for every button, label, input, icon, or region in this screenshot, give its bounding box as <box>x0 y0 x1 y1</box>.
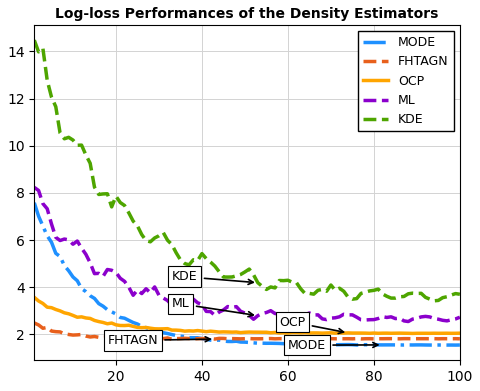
KDE <box>285 278 291 283</box>
OCP <box>251 330 256 335</box>
FHTAGN <box>130 336 136 341</box>
MODE <box>113 312 119 316</box>
Title: Log-loss Performances of the Density Estimators: Log-loss Performances of the Density Est… <box>55 7 439 21</box>
FHTAGN <box>289 336 295 341</box>
KDE <box>113 194 119 199</box>
OCP <box>113 323 119 327</box>
OCP <box>410 331 416 336</box>
OCP <box>31 295 37 300</box>
FHTAGN <box>113 335 119 340</box>
FHTAGN <box>255 336 261 341</box>
KDE <box>457 292 463 297</box>
Line: OCP: OCP <box>34 298 460 334</box>
ML <box>440 318 445 323</box>
FHTAGN <box>440 336 445 341</box>
MODE <box>251 341 256 345</box>
FHTAGN <box>457 337 463 341</box>
ML <box>406 319 411 324</box>
ML <box>285 316 291 321</box>
KDE <box>440 295 445 300</box>
OCP <box>427 331 432 335</box>
MODE <box>435 343 441 347</box>
OCP <box>440 331 445 335</box>
Text: FHTAGN: FHTAGN <box>108 334 210 347</box>
MODE <box>31 201 37 205</box>
Text: KDE: KDE <box>172 270 253 284</box>
Line: ML: ML <box>34 187 460 321</box>
FHTAGN <box>427 336 432 341</box>
MODE <box>285 341 291 346</box>
KDE <box>31 38 37 43</box>
OCP <box>285 331 291 335</box>
MODE <box>457 343 463 347</box>
Line: FHTAGN: FHTAGN <box>34 323 460 339</box>
ML <box>113 270 119 275</box>
FHTAGN <box>31 321 37 325</box>
ML <box>130 293 136 298</box>
MODE <box>453 343 458 348</box>
OCP <box>457 331 463 335</box>
Text: MODE: MODE <box>288 339 378 352</box>
ML <box>31 185 37 190</box>
KDE <box>130 219 136 224</box>
KDE <box>251 273 256 277</box>
KDE <box>422 295 428 300</box>
MODE <box>422 343 428 347</box>
Legend: MODE, FHTAGN, OCP, ML, KDE: MODE, FHTAGN, OCP, ML, KDE <box>358 31 454 131</box>
Text: ML: ML <box>172 297 253 317</box>
OCP <box>130 324 136 329</box>
Line: MODE: MODE <box>34 203 460 345</box>
ML <box>427 315 432 319</box>
ML <box>457 315 463 319</box>
KDE <box>431 298 437 303</box>
FHTAGN <box>169 337 175 342</box>
ML <box>251 317 256 322</box>
Text: OCP: OCP <box>279 316 344 334</box>
MODE <box>130 320 136 325</box>
Line: KDE: KDE <box>34 40 460 301</box>
